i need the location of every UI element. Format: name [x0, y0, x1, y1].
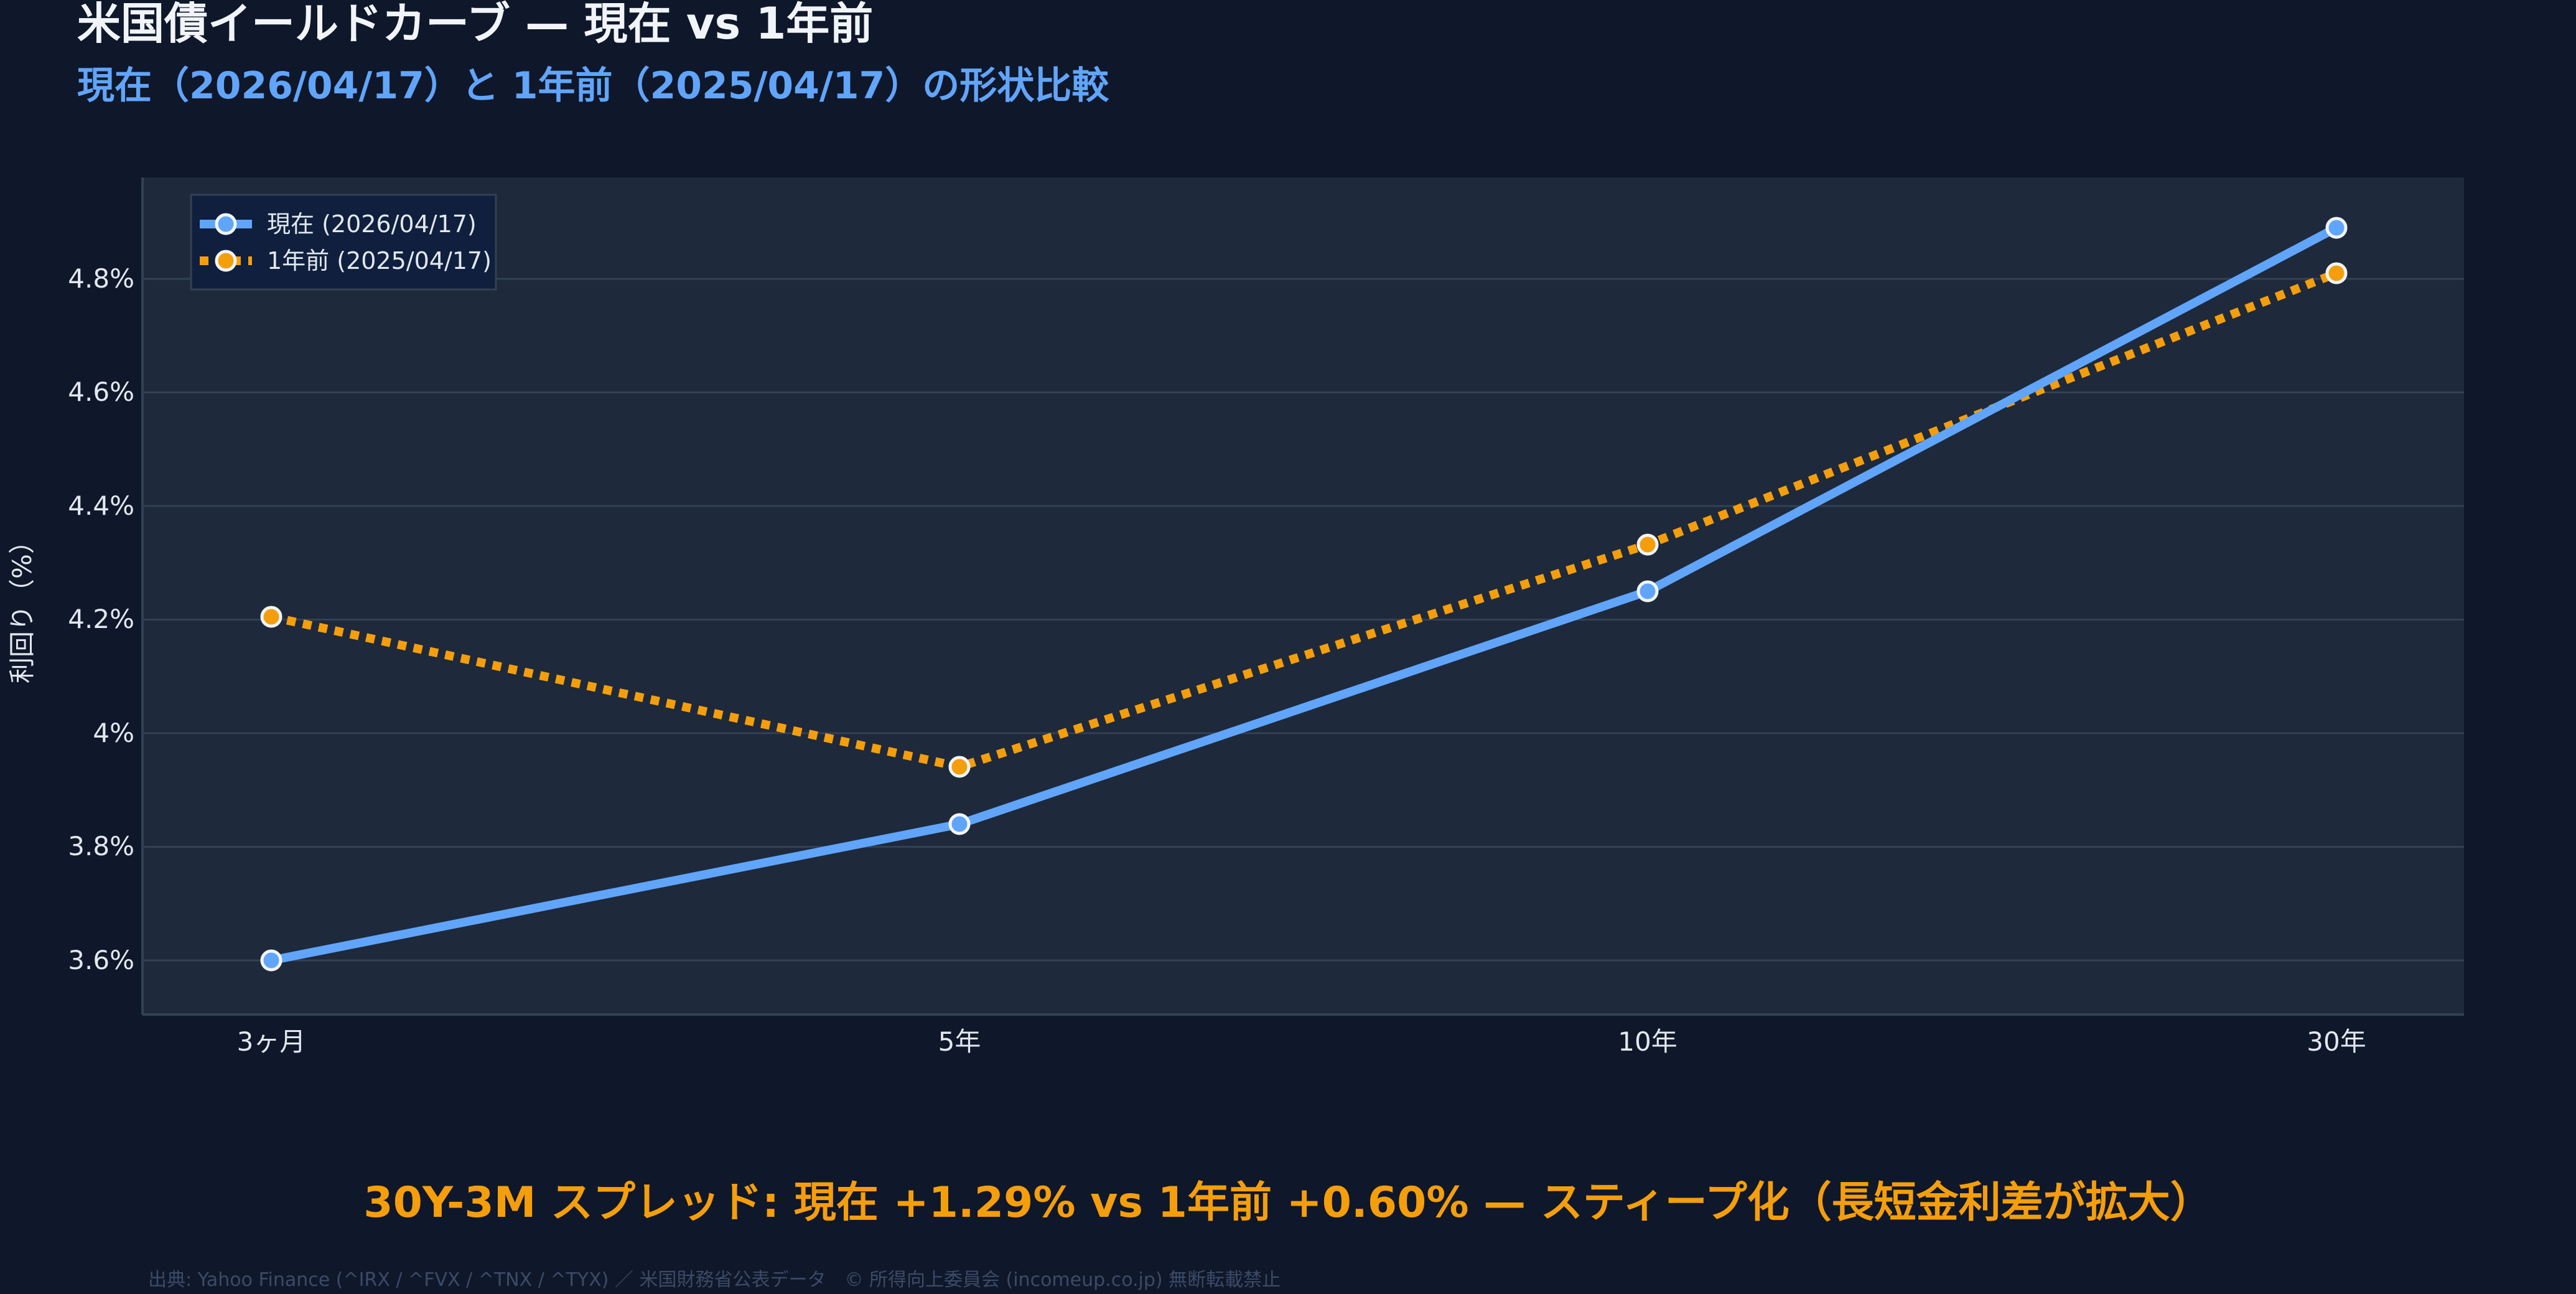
page-subtitle: 現在（2026/04/17）と 1年前（2025/04/17）の形状比較: [77, 64, 1109, 108]
y-tick: 4.6%: [68, 377, 134, 407]
x-tick: 3ヶ月: [237, 1026, 306, 1057]
y-tick-labels: 4.8% 4.6% 4.4% 4.2% 4% 3.8% 3.6%: [68, 263, 134, 975]
x-tick-labels: 3ヶ月 5年 10年 30年: [237, 1026, 2366, 1057]
legend-marker-current-icon: [215, 213, 237, 235]
data-point[interactable]: [2325, 262, 2348, 284]
data-point[interactable]: [260, 606, 282, 628]
legend-item-current[interactable]: 現在 (2026/04/17): [200, 210, 477, 238]
legend-item-year-ago[interactable]: 1年前 (2025/04/17): [200, 247, 492, 274]
y-tick: 4.4%: [68, 490, 134, 521]
data-point[interactable]: [1636, 533, 1659, 556]
legend-label-year-ago: 1年前 (2025/04/17): [267, 247, 492, 274]
x-tick: 30年: [2307, 1026, 2366, 1057]
y-axis-label: 利回り（%）: [7, 528, 37, 683]
legend-label-current: 現在 (2026/04/17): [267, 210, 477, 238]
y-tick: 4.8%: [68, 263, 134, 294]
data-point[interactable]: [1636, 580, 1659, 602]
data-point[interactable]: [948, 813, 971, 835]
x-tick: 10年: [1618, 1026, 1677, 1057]
spread-annotation: 30Y-3M スプレッド: 現在 +1.29% vs 1年前 +0.60% — …: [363, 1178, 2212, 1227]
x-tick: 5年: [938, 1026, 981, 1057]
series-year-ago-markers: [260, 262, 2348, 778]
y-tick: 4.2%: [68, 604, 134, 634]
gridlines: [142, 278, 2464, 962]
series-current-markers: [260, 217, 2348, 972]
legend: 現在 (2026/04/17) 1年前 (2025/04/17): [190, 194, 497, 291]
legend-marker-year-ago-icon: [215, 250, 237, 272]
data-point[interactable]: [948, 756, 971, 778]
y-tick: 3.6%: [68, 945, 134, 975]
series-current-line: [270, 223, 2339, 965]
page-title: 米国債イールドカーブ — 現在 vs 1年前: [77, 0, 873, 49]
y-tick: 3.8%: [68, 831, 134, 861]
data-point[interactable]: [260, 949, 282, 972]
y-tick: 4%: [93, 718, 134, 748]
data-point[interactable]: [2325, 217, 2348, 239]
source-footer: 出典: Yahoo Finance (^IRX / ^FVX / ^TNX / …: [148, 1269, 1281, 1291]
plot-area: [142, 177, 2464, 1015]
